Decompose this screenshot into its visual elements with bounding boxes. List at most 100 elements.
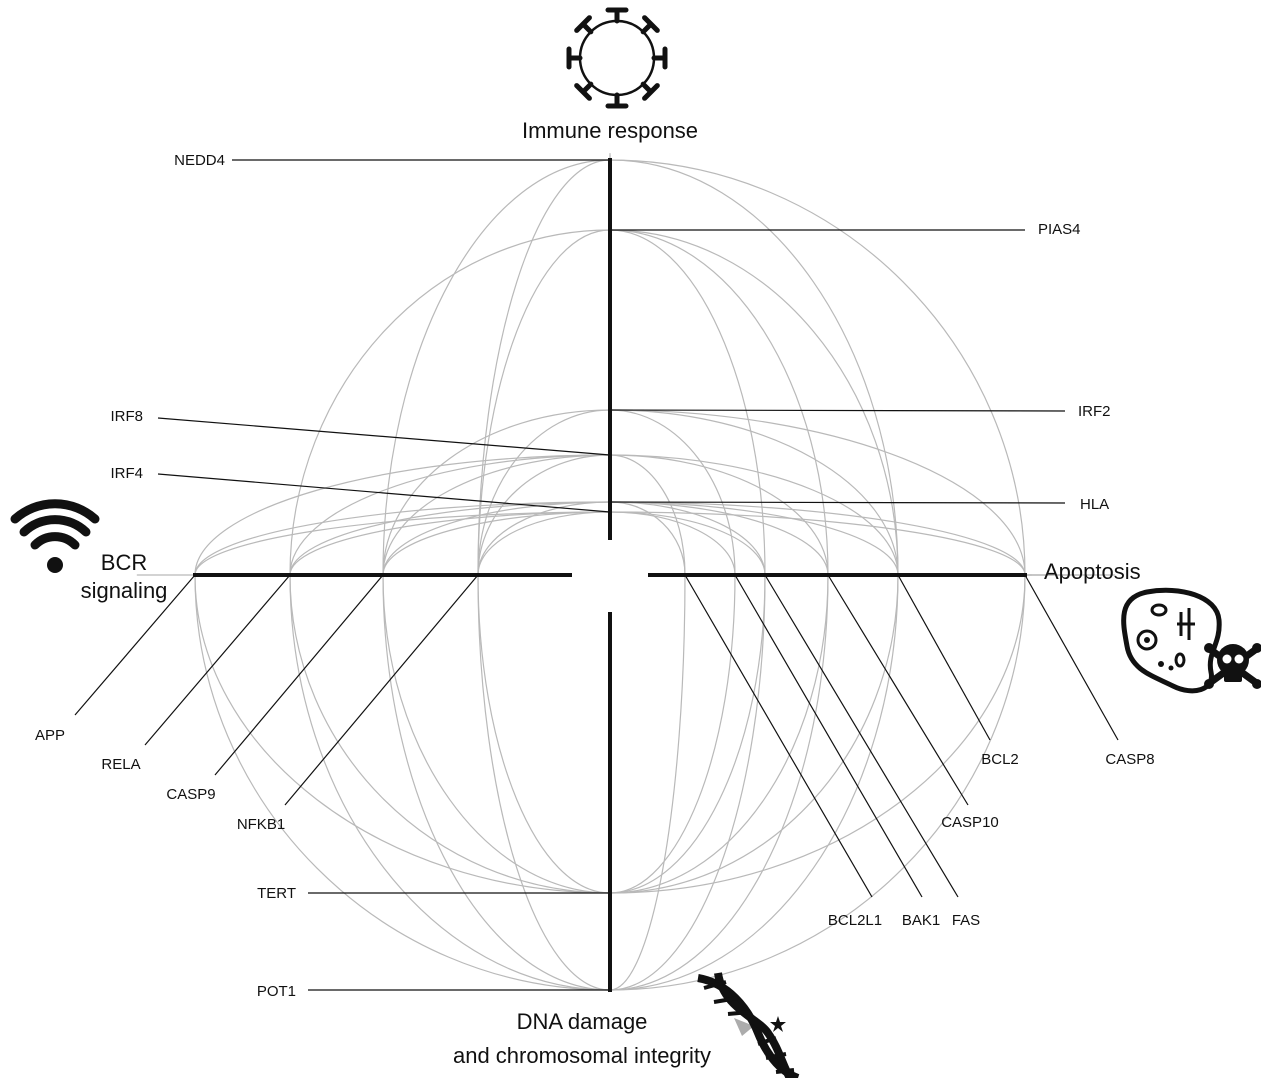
dna-helix-icon [697,972,800,1078]
gene-label-nedd4: NEDD4 [174,152,225,169]
gene-label-fas: FAS [952,912,980,929]
link-irf4-casp8 [609,511,1026,576]
link-pot1-fas [609,574,766,991]
virus-icon [566,7,668,109]
leader-line-bak1 [734,574,923,898]
gene-label-nfkb1: NFKB1 [237,816,285,833]
gene-label-pot1: POT1 [257,983,296,1000]
link-pot1-bcl2l1 [609,574,686,991]
link-hla-casp8 [609,501,1026,576]
link-irf8-casp10 [609,454,829,576]
gene-label-tert: TERT [257,885,296,902]
gene-label-casp9: CASP9 [166,786,215,803]
link-irf4-rela [289,511,611,576]
link-hla-app [194,501,611,576]
link-hla-bcl2l1 [609,501,686,576]
link-irf2-nfkb1 [477,409,611,576]
leader-line-hla [609,501,1066,504]
link-nfkb1-tert [477,574,611,894]
axis-title-immune: Immune response [522,118,698,143]
gene-label-bcl2: BCL2 [981,751,1019,768]
gene-label-irf4: IRF4 [110,465,143,482]
leader-line-rela [144,574,291,746]
gene-label-app: APP [35,727,65,744]
link-tert-bak1 [609,574,736,894]
gene-label-casp10: CASP10 [941,814,999,831]
link-pias4-casp10 [609,229,829,576]
link-hla-rela [289,501,611,576]
link-pias4-bcl2 [609,229,899,576]
gene-label-irf2: IRF2 [1078,403,1111,420]
link-irf4-casp9 [382,511,611,576]
axis-title-bcr-line2: signaling [81,578,168,603]
gene-label-bak1: BAK1 [902,912,940,929]
link-tert-casp8 [609,574,1026,894]
link-irf8-bcl2l1 [609,454,686,576]
gene-label-rela: RELA [101,756,140,773]
link-casp9-tert [382,574,611,894]
link-app-pot1 [194,574,611,991]
link-irf2-bcl2 [609,409,899,576]
axis-title-apoptosis: Apoptosis [1044,559,1141,584]
leader-line-casp10 [827,574,969,806]
gene-label-casp8: CASP8 [1105,751,1154,768]
link-irf8-app [194,454,611,576]
link-irf2-casp8 [609,409,1026,576]
leader-line-bcl2l1 [684,574,873,898]
link-tert-casp10 [609,574,829,894]
link-hla-bcl2 [609,501,899,576]
gene-label-irf8: IRF8 [110,408,143,425]
link-pot1-casp10 [609,574,829,991]
link-rela-pot1 [289,574,611,991]
axis-title-dna-line2: and chromosomal integrity [453,1043,711,1068]
link-app-tert [194,574,611,894]
link-hla-fas [609,501,766,576]
leader-line-irf8 [157,417,611,456]
leader-line-casp9 [214,574,384,776]
link-pias4-fas [609,229,766,576]
link-hla-casp9 [382,501,611,576]
dying-cell-skull-icon [1121,587,1261,694]
gene-label-hla: HLA [1080,496,1109,513]
link-irf2-casp9 [382,409,611,576]
link-irf8-rela [289,454,611,576]
gene-label-pias4: PIAS4 [1038,221,1081,238]
link-hla-nfkb1 [477,501,611,576]
leader-line-casp8 [1024,574,1119,741]
link-irf8-casp9 [382,454,611,576]
wifi-signal-icon [10,499,100,573]
link-irf4-nfkb1 [477,511,611,576]
leader-line-irf2 [609,409,1066,412]
gene-label-bcl2l1: BCL2L1 [828,912,882,929]
leader-line-irf4 [157,473,611,513]
link-nedd4-casp8 [609,159,1026,576]
link-nedd4-casp9 [382,159,611,576]
leader-line-bcl2 [897,574,991,741]
link-hla-casp10 [609,501,829,576]
link-rela-tert [289,574,611,894]
link-casp9-pot1 [382,574,611,991]
link-irf4-app [194,511,611,576]
link-arcs [136,153,1116,991]
leader-line-nfkb1 [284,574,479,806]
link-irf4-fas [609,511,766,576]
link-irf4-bak1 [609,511,736,576]
axis-titles: Immune response BCR signaling Apoptosis … [81,118,1141,1068]
leader-line-app [74,574,196,716]
link-pias4-rela [289,229,611,576]
link-pot1-bcl2 [609,574,899,991]
gene-labels: NEDD4 PIAS4 IRF2 IRF8 IRF4 HLA APP RELA CASP9 NFK… [35,152,1155,1000]
link-irf2-bak1 [609,409,736,576]
link-tert-bcl2 [609,574,899,894]
link-pias4-nfkb1 [477,229,611,576]
link-irf8-bcl2 [609,454,899,576]
link-nedd4-bcl2 [609,159,899,576]
axes [193,158,1027,992]
axis-title-dna-line1: DNA damage [517,1009,648,1034]
axis-title-bcr-line1: BCR [101,550,147,575]
link-irf8-nfkb1 [477,454,611,576]
leader-line-fas [764,574,959,898]
label-leader-lines [74,159,1119,991]
link-nedd4-nfkb1 [477,159,611,576]
